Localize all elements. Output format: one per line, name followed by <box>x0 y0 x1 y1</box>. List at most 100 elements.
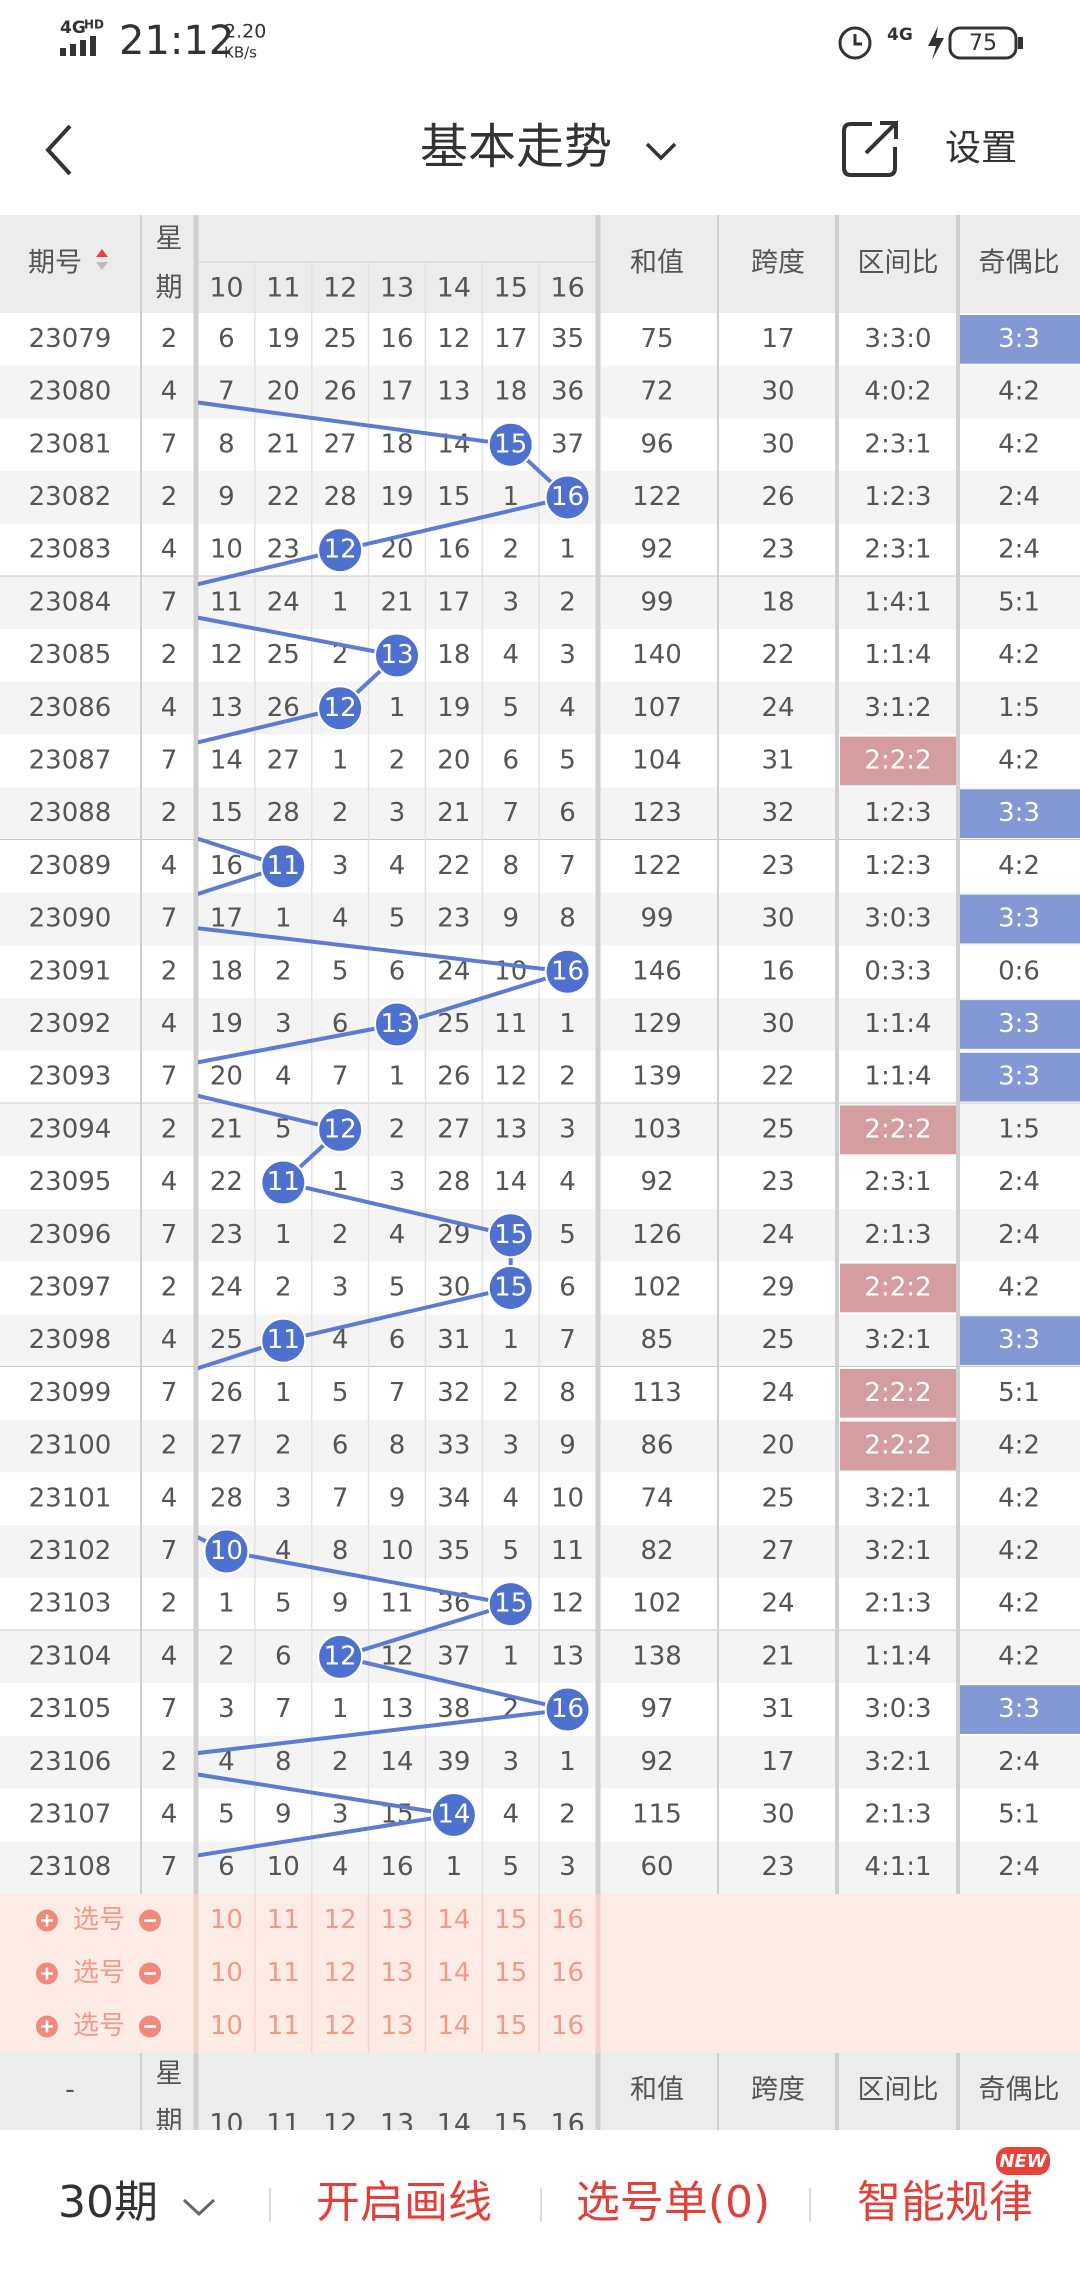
select-number[interactable]: 12 <box>324 2011 357 2041</box>
select-label[interactable]: 选号 <box>73 2011 125 2041</box>
omission-value: 12 <box>494 1062 527 1092</box>
period: 23087 <box>29 745 112 775</box>
span-value: 16 <box>761 956 794 986</box>
back-button[interactable] <box>45 124 72 176</box>
omission-value: 16 <box>210 851 243 881</box>
zone-ratio: 2:1:3 <box>864 1799 931 1829</box>
select-number[interactable]: 14 <box>437 1958 470 1988</box>
period: 23104 <box>29 1641 112 1671</box>
period-dropdown[interactable] <box>182 2198 216 2217</box>
drawn-number: 16 <box>551 482 584 512</box>
sum-value: 146 <box>632 956 682 986</box>
sort-up[interactable] <box>96 249 108 257</box>
sum-value: 74 <box>640 1483 673 1513</box>
zone-ratio: 2:3:1 <box>864 535 931 565</box>
alarm-icon <box>838 26 872 60</box>
net-speed: 2.20 <box>224 21 266 43</box>
select-number[interactable]: 15 <box>494 1958 527 1988</box>
parity-ratio: 1:5 <box>998 693 1040 723</box>
add-icon[interactable] <box>41 1967 53 1980</box>
select-number[interactable]: 14 <box>437 2011 470 2041</box>
settings-button[interactable]: 设置 <box>945 128 1017 169</box>
select-number[interactable]: 11 <box>267 1958 300 1988</box>
weekday-header: 星 <box>156 2059 183 2090</box>
select-number[interactable]: 13 <box>380 1905 413 1935</box>
omission-value: 10 <box>551 1483 584 1513</box>
span-value: 23 <box>761 535 794 565</box>
period: 23100 <box>29 1431 112 1461</box>
parity-header: 奇偶比 <box>979 2075 1060 2106</box>
period-select[interactable]: 30期 <box>58 2177 158 2228</box>
sum-value: 92 <box>640 1167 673 1197</box>
omission-value: 16 <box>380 1852 413 1882</box>
omission-value: 28 <box>267 798 300 828</box>
span-value: 21 <box>761 1641 794 1671</box>
select-label[interactable]: 选号 <box>73 1905 125 1935</box>
omission-value: 6 <box>332 1431 349 1461</box>
select-number[interactable]: 10 <box>210 1958 243 1988</box>
omission-value: 2 <box>502 535 519 565</box>
battery-tip <box>1018 37 1023 49</box>
omission-value: 38 <box>437 1694 470 1724</box>
bottom-bar: 30期 开启画线 选号单(0) 智能规律 NEW <box>0 2130 1080 2280</box>
new-badge <box>996 2147 1050 2175</box>
period: 23079 <box>29 324 112 354</box>
parity-ratio: 4:2 <box>998 1483 1040 1513</box>
select-number[interactable]: 15 <box>494 1905 527 1935</box>
sum-value: 122 <box>632 851 682 881</box>
select-number[interactable]: 10 <box>210 1905 243 1935</box>
period: 23089 <box>29 851 112 881</box>
select-number[interactable]: 14 <box>437 1905 470 1935</box>
sum-value: 82 <box>640 1536 673 1566</box>
parity-ratio: 2:4 <box>998 1220 1040 1250</box>
sum-value: 138 <box>632 1641 682 1671</box>
share-button[interactable] <box>842 121 898 177</box>
select-number[interactable]: 16 <box>551 2011 584 2041</box>
weekday: 2 <box>161 1589 178 1619</box>
add-icon[interactable] <box>41 1914 53 1927</box>
add-icon[interactable] <box>41 2020 53 2033</box>
drawn-ball <box>544 474 591 521</box>
span-value: 29 <box>761 1272 794 1302</box>
select-number[interactable]: 16 <box>551 1958 584 1988</box>
drawn-ball <box>317 685 364 732</box>
status-bar: 4G HD 21:12 2.20 KB/s 4G 75 <box>60 18 1023 64</box>
omission-value: 36 <box>551 377 584 407</box>
omission-value: 18 <box>380 429 413 459</box>
select-number[interactable]: 13 <box>380 2011 413 2041</box>
parity-ratio: 3:3 <box>998 1694 1040 1724</box>
omission-value: 20 <box>267 377 300 407</box>
omission-value: 4 <box>332 1325 349 1355</box>
row-bg <box>0 1630 1080 1684</box>
page-title[interactable]: 基本走势 <box>420 119 612 175</box>
select-number[interactable]: 12 <box>324 1958 357 1988</box>
sort-down[interactable] <box>96 262 108 270</box>
period: 23095 <box>29 1167 112 1197</box>
app-header: 基本走势 设置 <box>45 119 1017 177</box>
draw-lines-button[interactable]: 开启画线 <box>316 2177 492 2228</box>
omission-value: 1 <box>332 1694 349 1724</box>
zone-ratio: 3:2:1 <box>864 1325 931 1355</box>
select-number[interactable]: 16 <box>551 1905 584 1935</box>
omission-value: 14 <box>210 745 243 775</box>
select-number[interactable]: 10 <box>210 2011 243 2041</box>
omission-value: 5 <box>389 904 406 934</box>
period-header[interactable]: 期号 <box>28 248 82 279</box>
weekday: 4 <box>161 1167 178 1197</box>
period: 23081 <box>29 429 112 459</box>
select-number[interactable]: 13 <box>380 1958 413 1988</box>
sum-value: 139 <box>632 1062 682 1092</box>
select-number[interactable]: 15 <box>494 2011 527 2041</box>
row-bg <box>0 1525 1080 1578</box>
select-number[interactable]: 11 <box>267 1905 300 1935</box>
select-number[interactable]: 12 <box>324 1905 357 1935</box>
pick-list-button[interactable]: 选号单(0) <box>576 2177 770 2228</box>
title-dropdown[interactable] <box>645 142 677 161</box>
parity-highlight <box>960 789 1080 838</box>
omission-value: 23 <box>437 904 470 934</box>
smart-rules-button[interactable]: 智能规律 <box>857 2177 1033 2228</box>
row-bg <box>0 1735 1080 1789</box>
select-label[interactable]: 选号 <box>73 1958 125 1988</box>
select-number[interactable]: 11 <box>267 2011 300 2041</box>
